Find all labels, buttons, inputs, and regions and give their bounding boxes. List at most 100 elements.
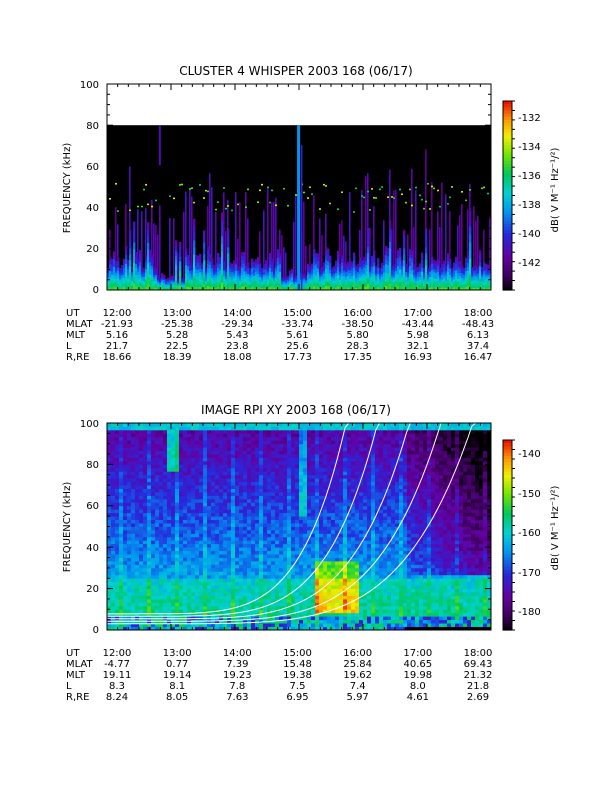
spectral-cell: [215, 423, 220, 427]
spectral-cell: [131, 433, 136, 438]
spectral-cell: [107, 423, 112, 427]
spectral-tail: [189, 189, 191, 263]
spectral-cell: [215, 536, 220, 541]
emission-dot: [433, 187, 435, 190]
spectral-cell: [229, 276, 232, 280]
spectral-cell: [389, 276, 392, 284]
spectral-cell: [393, 287, 396, 291]
spectral-cell: [209, 275, 212, 280]
spectral-cell: [225, 267, 228, 270]
spectral-cell: [127, 595, 132, 600]
spectral-cell: [205, 278, 208, 282]
spectral-cell: [335, 272, 338, 276]
spectral-cell: [119, 270, 122, 273]
spectral-cell: [191, 423, 196, 427]
spectral-cell: [171, 454, 176, 458]
spectral-cell: [331, 274, 334, 277]
spectral-cell: [437, 274, 440, 279]
spectral-cell: [119, 450, 124, 455]
spectral-cell: [375, 270, 378, 274]
spectral-cell: [201, 287, 204, 291]
spectral-tail: [305, 245, 307, 276]
spectral-cell: [131, 519, 136, 524]
spectral-cell: [421, 263, 424, 268]
spectral-cell: [215, 564, 220, 569]
spectral-cell: [263, 429, 268, 434]
spectral-cell: [207, 474, 212, 479]
spectral-cell: [473, 270, 476, 274]
spectral-cell: [155, 270, 158, 273]
spectral-cell: [195, 602, 200, 607]
spectral-cell: [189, 265, 192, 269]
spectral-cell: [249, 274, 252, 277]
spectral-cell: [203, 457, 208, 462]
spectral-cell: [167, 471, 172, 476]
spectral-cell: [115, 550, 120, 555]
emission-dot: [429, 208, 431, 210]
spectral-cell: [381, 273, 384, 277]
spectral-cell: [223, 450, 228, 455]
spectral-cell: [239, 519, 244, 524]
spectral-cell: [255, 280, 258, 285]
spectral-cell: [127, 467, 132, 472]
spectral-cell: [223, 284, 226, 288]
spectral-cell: [215, 488, 220, 493]
spectral-cell: [159, 443, 164, 448]
spectral-cell: [149, 273, 152, 279]
spectral-cell: [199, 264, 202, 269]
spectral-cell: [287, 285, 290, 288]
spectral-cell: [213, 274, 216, 278]
spectral-cell: [487, 279, 490, 283]
spectral-cell: [205, 271, 208, 275]
spectral-cell: [325, 285, 328, 291]
spectral-cell: [183, 485, 188, 489]
spectral-cell: [139, 509, 144, 514]
spectral-cell: [175, 519, 180, 524]
spectral-cell: [131, 447, 136, 451]
spectral-cell: [199, 550, 204, 555]
spectral-cell: [279, 512, 284, 517]
spectral-cell: [223, 275, 226, 280]
spectral-cell: [147, 554, 152, 558]
spectral-cell: [123, 567, 128, 572]
spectral-cell: [201, 281, 204, 286]
spectral-tail: [369, 227, 371, 265]
spectral-cell: [271, 529, 276, 534]
spectral-cell: [133, 235, 136, 243]
spectral-cell: [449, 286, 452, 291]
spectral-cell: [195, 554, 200, 558]
spectral-cell: [451, 283, 454, 286]
spectral-cell: [259, 426, 264, 431]
spectral-cell: [113, 278, 116, 283]
spectral-cell: [199, 574, 204, 579]
spectral-cell: [211, 585, 216, 589]
spectral-cell: [163, 588, 168, 593]
spectral-cell: [335, 281, 338, 285]
spectral-cell: [237, 287, 240, 291]
spectral-cell: [141, 274, 144, 277]
spectral-cell: [171, 612, 176, 617]
spectral-cell: [139, 536, 144, 541]
spectral-cell: [155, 474, 160, 479]
spectral-cell: [403, 242, 406, 249]
spectral-cell: [111, 467, 116, 472]
spectral-cell: [227, 228, 230, 236]
spectral-cell: [433, 277, 436, 282]
spectral-cell: [477, 270, 480, 274]
spectral-cell: [159, 616, 164, 621]
spectral-cell: [489, 277, 492, 281]
spectral-cell: [127, 436, 132, 441]
spectral-cell: [231, 502, 236, 507]
spectral-cell: [309, 268, 312, 271]
spectral-cell: [187, 495, 192, 500]
spectral-cell: [457, 278, 460, 282]
spectral-cell: [175, 447, 180, 451]
spectral-cell: [181, 279, 184, 282]
spectral-cell: [231, 266, 234, 270]
spectral-cell: [347, 270, 350, 274]
spectral-cell: [289, 288, 292, 291]
spectral-cell: [119, 471, 124, 476]
spectral-cell: [259, 554, 264, 558]
spectral-cell: [379, 283, 382, 286]
spectral-cell: [195, 454, 200, 458]
